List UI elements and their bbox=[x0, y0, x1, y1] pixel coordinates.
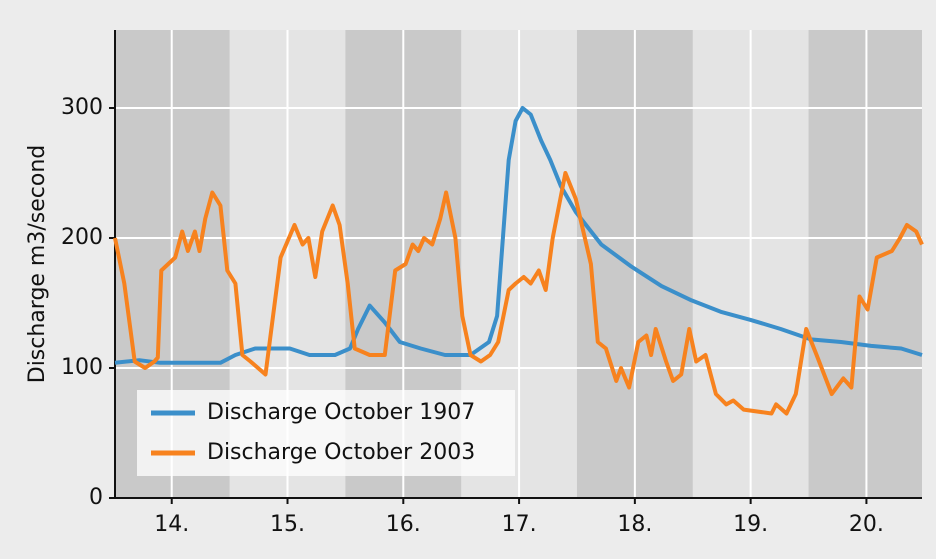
legend-label: Discharge October 1907 bbox=[207, 400, 475, 425]
y-tick-label: 300 bbox=[61, 95, 103, 120]
x-tick-label: 20. bbox=[849, 512, 884, 537]
x-tick-label: 19. bbox=[733, 512, 768, 537]
x-tick-label: 18. bbox=[617, 512, 652, 537]
line-series bbox=[113, 171, 924, 416]
line-series bbox=[114, 106, 923, 365]
y-tick-label: 0 bbox=[89, 485, 103, 510]
x-tick-label: 14. bbox=[154, 512, 189, 537]
x-tick-label: 15. bbox=[270, 512, 305, 537]
legend-box bbox=[137, 390, 515, 476]
x-tick-label: 17. bbox=[502, 512, 537, 537]
y-tick-label: 200 bbox=[61, 225, 103, 250]
y-axis-title: Discharge m3/second bbox=[25, 145, 50, 384]
y-tick-label: 100 bbox=[61, 355, 103, 380]
day-band bbox=[808, 30, 922, 498]
x-tick-label: 16. bbox=[386, 512, 421, 537]
legend-label: Discharge October 2003 bbox=[207, 440, 475, 465]
